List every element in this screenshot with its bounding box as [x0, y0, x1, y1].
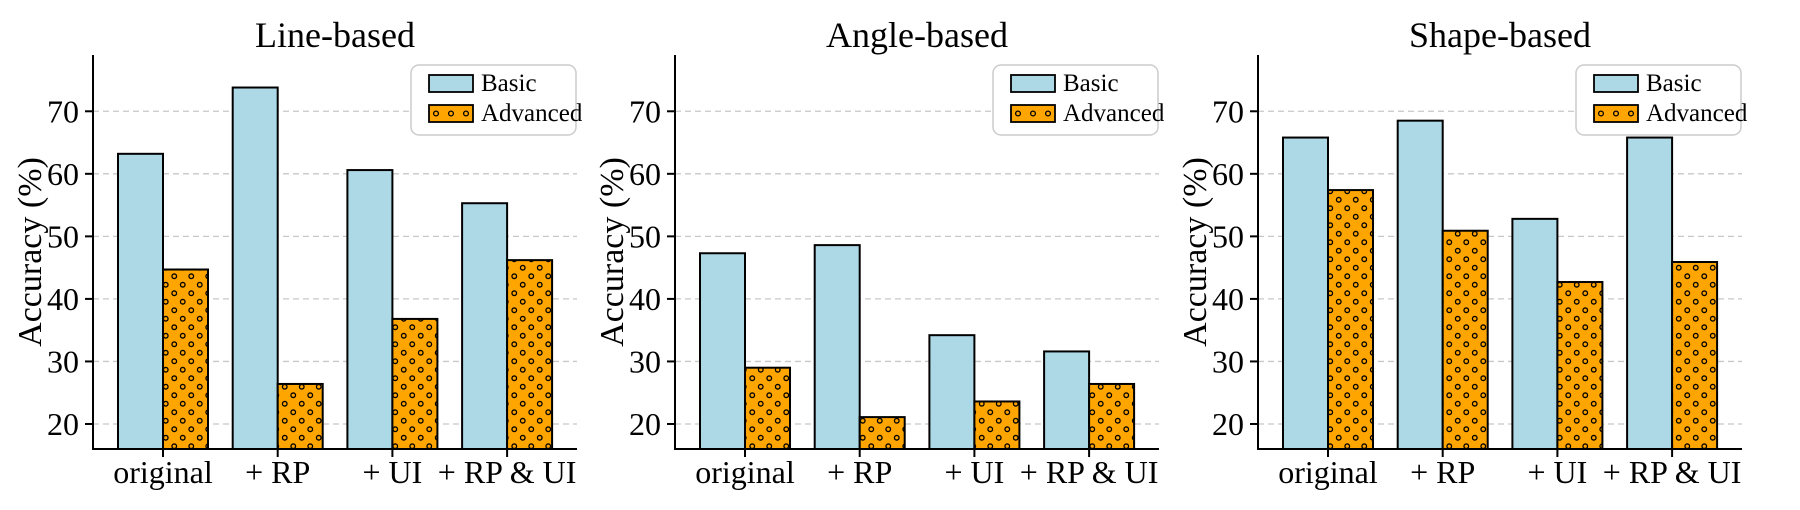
bar-basic-original [1282, 136, 1329, 451]
bar-advanced-rp-ui [506, 259, 554, 450]
bar-advanced-original [162, 268, 209, 450]
x-tick-label-rp: + RP [827, 454, 892, 490]
y-tick-label: 60 [47, 156, 79, 192]
y-tick-label: 60 [1212, 156, 1244, 192]
x-tick-label-original: original [1278, 454, 1378, 490]
bar-advanced-ui [973, 400, 1021, 451]
x-tick-label-rp: + RP [1410, 454, 1475, 490]
y-tick-label: 20 [47, 406, 79, 442]
chart-title: Line-based [255, 15, 415, 55]
bar-basic-rp [1396, 119, 1444, 451]
bar-basic-ui [346, 169, 394, 450]
y-axis-label: Accuracy (%) [594, 157, 631, 347]
x-tick-label-ui: + UI [362, 454, 422, 490]
legend-swatch-dot [1029, 110, 1037, 117]
legend-label-advanced: Advanced [1063, 100, 1165, 127]
legend: Basic Advanced [410, 64, 583, 136]
y-axis-label: Accuracy (%) [1177, 157, 1214, 347]
bar-basic-rp [813, 244, 861, 450]
y-tick-label: 30 [629, 343, 661, 379]
y-tick-label: 20 [1212, 406, 1244, 442]
y-tick-label: 40 [1212, 281, 1244, 317]
x-tick-label-ui: + UI [944, 454, 1004, 490]
y-tick-label: 40 [47, 281, 79, 317]
x-tick-label-original: original [113, 454, 213, 490]
bar-basic-rp-ui [1626, 136, 1674, 451]
legend-swatch-basic [1010, 74, 1056, 93]
y-axis-label: Accuracy (%) [12, 157, 49, 347]
bar-advanced-original [1327, 189, 1374, 450]
bar-advanced-rp [276, 382, 324, 451]
y-tick-label: 40 [629, 281, 661, 317]
bar-basic-rp-ui [461, 202, 509, 450]
bar-advanced-original [744, 366, 791, 451]
bar-advanced-rp [1441, 229, 1489, 450]
bar-basic-ui [928, 334, 976, 450]
legend-swatch-dot [462, 110, 470, 117]
y-tick-label: 50 [47, 218, 79, 254]
x-tick-label-rp: + RP [245, 454, 310, 490]
bar-advanced-rp-ui [1671, 261, 1719, 450]
legend: Basic Advanced [1575, 64, 1748, 136]
legend-label-basic: Basic [481, 70, 537, 97]
y-tick-label: 70 [47, 93, 79, 129]
x-tick-label-rp-ui: + RP & UI [1020, 454, 1159, 490]
y-tick-label: 20 [629, 406, 661, 442]
bar-basic-original [117, 152, 164, 450]
x-tick-label-rp-ui: + RP & UI [438, 454, 577, 490]
legend: Basic Advanced [992, 64, 1165, 136]
chart-line-based: 20 30 40 50 60 70 original + RP + UI + RP & UI Lin… [12, 15, 583, 490]
legend-label-advanced: Advanced [1646, 100, 1748, 127]
legend-label-basic: Basic [1646, 70, 1702, 97]
x-tick-label-ui: + UI [1527, 454, 1587, 490]
x-tick-label-original: original [695, 454, 795, 490]
legend-swatch-dot [1044, 110, 1052, 117]
bar-advanced-ui [1556, 281, 1604, 450]
y-tick-label: 70 [629, 93, 661, 129]
legend-swatch-basic [428, 74, 474, 93]
legend-label-advanced: Advanced [481, 100, 583, 127]
legend-label-basic: Basic [1063, 70, 1119, 97]
bar-basic-rp-ui [1043, 350, 1091, 451]
bar-basic-original [699, 252, 746, 450]
legend-swatch-dot [1627, 110, 1635, 117]
bar-basic-ui [1511, 217, 1559, 450]
bar-advanced-rp-ui [1088, 382, 1136, 451]
legend-swatch-dot [447, 110, 455, 117]
y-tick-label: 60 [629, 156, 661, 192]
y-tick-label: 30 [1212, 343, 1244, 379]
y-tick-label: 50 [1212, 218, 1244, 254]
legend-swatch-dot [1597, 110, 1605, 117]
bar-basic-rp [231, 86, 279, 451]
chart-shape-based: 20 30 40 50 60 70 original + RP + UI + RP & UI Sha… [1177, 15, 1748, 490]
legend-swatch-dot [1014, 110, 1022, 117]
legend-swatch-dot [432, 110, 440, 117]
x-tick-label-rp-ui: + RP & UI [1603, 454, 1742, 490]
bar-advanced-rp [858, 416, 906, 451]
y-tick-label: 70 [1212, 93, 1244, 129]
y-tick-label: 30 [47, 343, 79, 379]
chart-title: Angle-based [826, 15, 1008, 55]
y-tick-label: 50 [629, 218, 661, 254]
legend-swatch-dot [1612, 110, 1620, 117]
chart-title: Shape-based [1409, 15, 1591, 55]
bar-advanced-ui [391, 317, 439, 450]
chart-angle-based: 20 30 40 50 60 70 original + RP + UI + RP & UI Ang… [594, 15, 1165, 490]
legend-swatch-basic [1593, 74, 1639, 93]
